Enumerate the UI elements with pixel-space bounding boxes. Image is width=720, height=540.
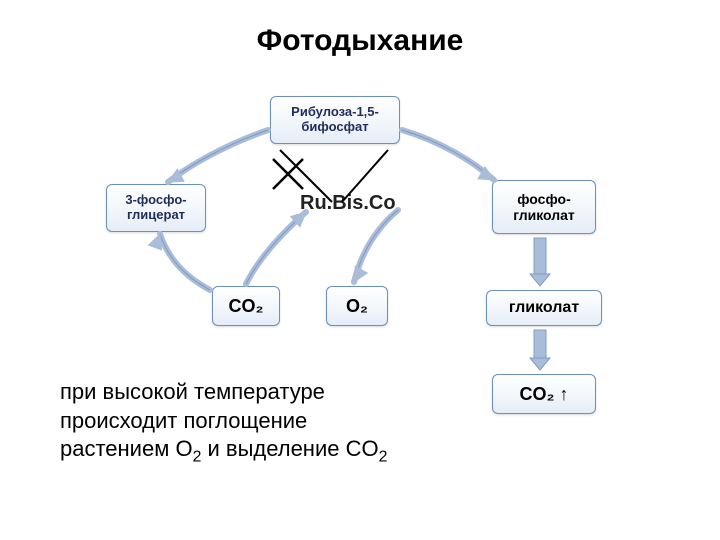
node-o2-label: O₂ [346, 296, 368, 317]
node-glyc-label: гликолат [509, 299, 579, 317]
node-rubp-label: Рибулоза-1,5-бифосфат [291, 105, 379, 135]
node-pglyc: фосфо-гликолат [492, 180, 596, 234]
node-co2-label: CO₂ [229, 296, 264, 317]
node-o2: O₂ [326, 286, 388, 326]
node-pga: 3-фосфо-глицерат [106, 184, 206, 232]
page-title: Фотодыхание [0, 24, 720, 58]
node-pga-label: 3-фосфо-глицерат [125, 193, 186, 223]
node-glyc: гликолат [486, 290, 602, 326]
diagram-stage: Фотодыхание Рибулоза-1,5-бифосфат 3-фосф… [0, 0, 720, 540]
node-rubp: Рибулоза-1,5-бифосфат [270, 96, 400, 144]
node-co2: CO₂ [212, 286, 280, 326]
caption-text: при высокой температурепроисходит поглощ… [60, 378, 387, 468]
node-pglyc-label: фосфо-гликолат [513, 191, 575, 223]
enzyme-label: Ru.Bis.Co [300, 192, 396, 215]
node-co2up-label: CO₂ ↑ [520, 384, 569, 405]
node-co2up: CO₂ ↑ [492, 374, 596, 414]
